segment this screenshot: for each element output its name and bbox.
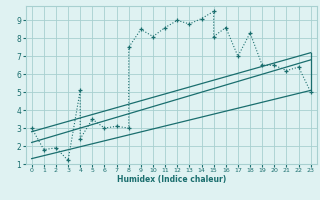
X-axis label: Humidex (Indice chaleur): Humidex (Indice chaleur) (116, 175, 226, 184)
